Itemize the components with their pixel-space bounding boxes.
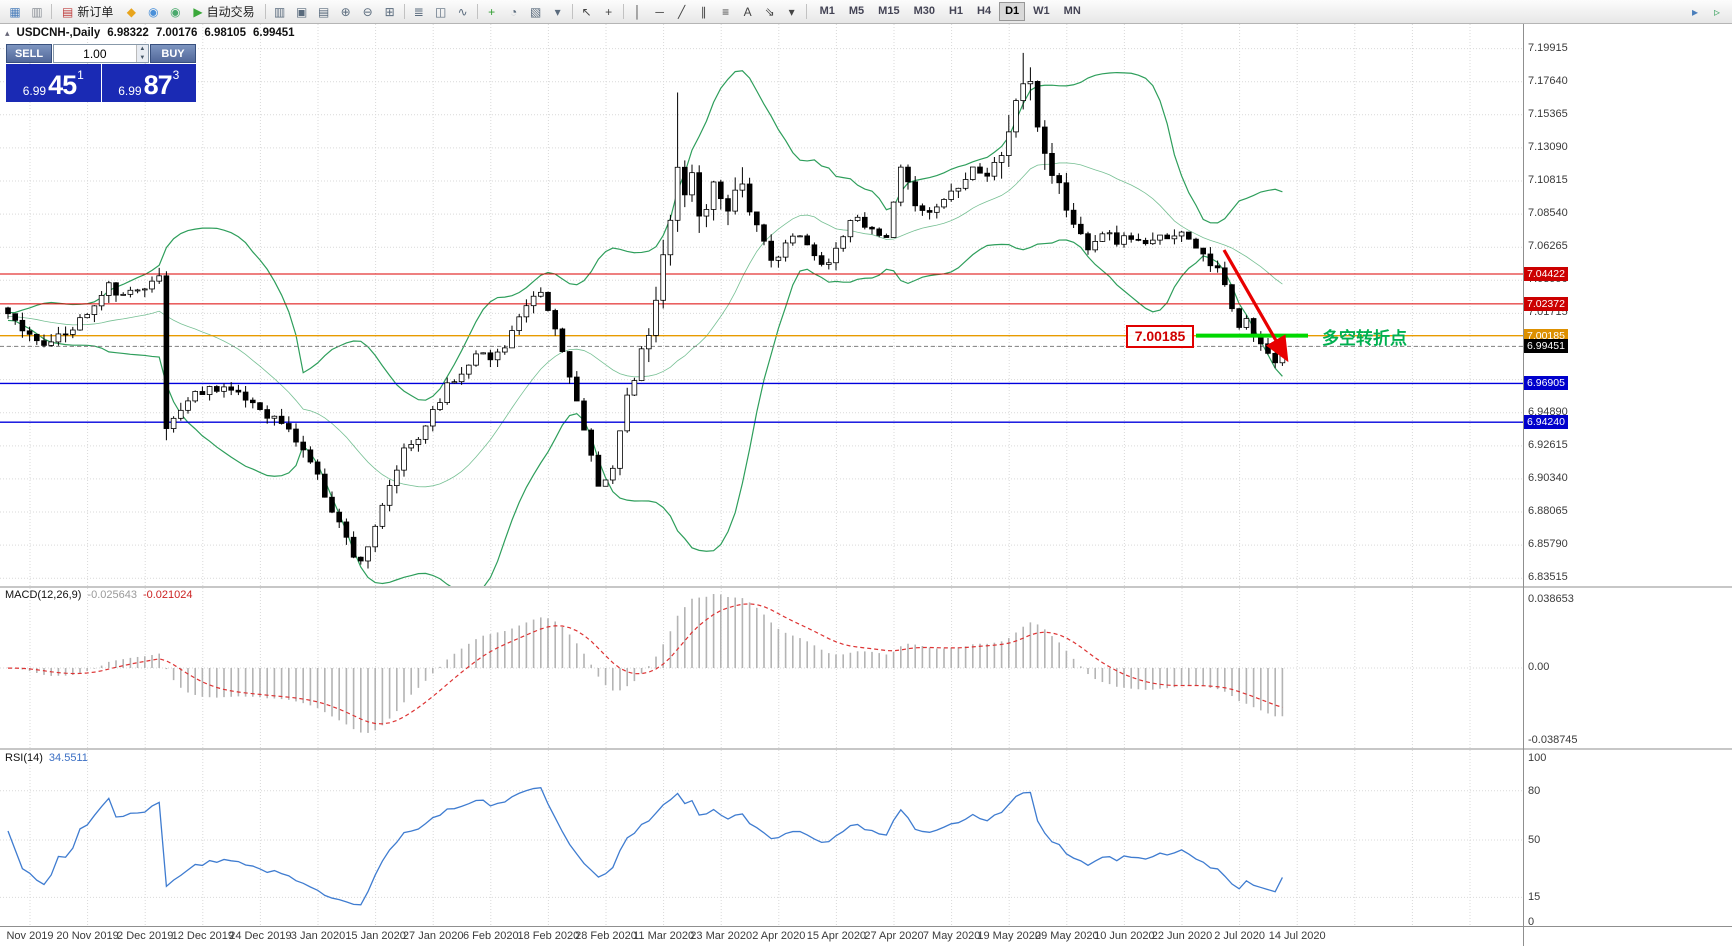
fibonacci-icon[interactable]: ≡ (722, 4, 730, 19)
arrows-icon[interactable]: ⇘ (764, 4, 775, 19)
timeframe-button-mn[interactable]: MN (1063, 5, 1081, 17)
templates-icon[interactable]: ▧ (529, 4, 542, 19)
horizontal-line-icon[interactable]: ─ (655, 4, 664, 19)
zoom-in-icon[interactable]: ⊕ (340, 4, 351, 19)
trade-panel-toggle[interactable]: ▴ (5, 27, 10, 38)
toolbar-separator (571, 4, 573, 19)
indicators-add-icon[interactable]: + (488, 4, 496, 19)
price-annotation-box[interactable]: 7.00185 (1126, 325, 1194, 348)
profiles-icon[interactable]: ▥ (31, 4, 43, 19)
data-window-icon[interactable]: ▣ (295, 4, 308, 19)
rsi-indicator-label: RSI(14) 34.5511 (5, 752, 88, 764)
timeframe-button-w1[interactable]: W1 (1033, 5, 1050, 17)
buy-price-small: 6.99 (118, 84, 142, 98)
toolbar-separator (403, 4, 405, 19)
timeframe-button-m1[interactable]: M1 (819, 5, 835, 17)
ohlc-open: 6.98322 (107, 27, 149, 39)
volume-down-button[interactable]: ▼ (136, 53, 148, 62)
dropdown-chevron-icon[interactable]: ▾ (554, 4, 561, 19)
macd-main-value: -0.025643 (87, 589, 137, 601)
timeframe-button-h4[interactable]: H4 (977, 5, 992, 17)
ohlc-high: 7.00176 (155, 27, 198, 39)
market-watch-icon[interactable]: ▥ (273, 4, 286, 19)
mql5-icon[interactable]: ◆ (126, 4, 136, 19)
timeframe-button-h1[interactable]: H1 (948, 5, 964, 17)
crosshair-icon[interactable]: + (605, 4, 613, 19)
macd-name: MACD(12,26,9) (5, 589, 82, 601)
volume-up-button[interactable]: ▲ (136, 45, 148, 54)
volume-spinner: ▲ ▼ (135, 45, 148, 62)
metaeditor-icon[interactable]: ◉ (148, 4, 159, 19)
volume-field: ▲ ▼ (53, 44, 149, 63)
buy-price-sup: 3 (172, 68, 180, 82)
rsi-name: RSI(14) (5, 752, 43, 764)
toolbar-separator (805, 4, 807, 19)
periods-icon[interactable]: ◔ (509, 4, 518, 19)
trendline-icon[interactable]: ╱ (677, 4, 686, 19)
buy-button[interactable]: BUY (150, 44, 196, 63)
symbol-period-label: USDCNH-,Daily (16, 27, 101, 39)
sell-price-big: 45 (48, 70, 77, 100)
cursor-icon[interactable]: ↖ (581, 4, 592, 19)
sell-price-sup: 1 (77, 68, 84, 82)
chart-shift-icon[interactable]: ▹ (1713, 4, 1721, 19)
vertical-line-icon[interactable]: │ (633, 4, 642, 19)
volume-input[interactable] (54, 45, 136, 62)
autotrading-button[interactable]: ▶ 自动交易 (193, 4, 255, 20)
autotrading-button-icon: ▶ (193, 4, 203, 19)
buy-price-box[interactable]: 6.99 87 3 (101, 64, 196, 102)
toolbar-separator (51, 4, 52, 19)
toolbar-separator (622, 4, 624, 19)
timeframe-button-m15[interactable]: M15 (878, 5, 900, 17)
chart-title: ▴ USDCNH-,Daily 6.98322 7.00176 6.98105 … (5, 27, 295, 39)
candlestick-chart-icon[interactable]: ◫ (434, 4, 447, 19)
chart-scroll-icon[interactable]: ▸ (1691, 4, 1699, 19)
macd-indicator-label: MACD(12,26,9) -0.025643 -0.021024 (5, 589, 193, 601)
new-order-button[interactable]: ▤ 新订单 (62, 4, 114, 20)
zoom-out-icon[interactable]: ⊖ (362, 4, 373, 19)
turning-point-label[interactable]: 多空转折点 (1322, 329, 1407, 348)
dropdown-chevron-icon-2[interactable]: ▾ (788, 4, 795, 19)
timeframe-button-m30[interactable]: M30 (913, 5, 935, 17)
channel-icon[interactable]: ∥ (700, 4, 707, 19)
one-click-trading-panel: SELL ▲ ▼ BUY 6.99 45 1 6.99 87 3 (6, 44, 196, 102)
sell-price-box[interactable]: 6.99 45 1 (6, 64, 101, 102)
toolbar: ▦ ▥ ▤ 新订单 ◆ ◉ ◉ ▶ 自动交易 ▥ ▣ ▤ ⊕ ⊖ ⊞ ≣ ◫ ∿ + ◔ ▧ ▾ ↖ + │ ─ ╱ ∥ ≡ A ⇘ ▾ M1 M… (0, 0, 1732, 24)
timeframe-button-d1[interactable]: D1 (999, 2, 1026, 21)
timeframes-toolbar: M1 M5 M15 M30 H1 H4 D1 W1 MN (813, 2, 1088, 21)
navigator-icon[interactable]: ▤ (317, 4, 330, 19)
sell-price-small: 6.99 (22, 84, 47, 98)
buy-price-big: 87 (143, 70, 173, 100)
tile-windows-icon[interactable]: ⊞ (384, 4, 395, 19)
macd-signal-value: -0.021024 (142, 589, 193, 601)
toolbar-separator (264, 4, 266, 19)
line-chart-icon[interactable]: ∿ (457, 4, 468, 19)
new-order-button-icon: ▤ (62, 4, 74, 19)
bar-chart-icon[interactable]: ≣ (413, 4, 424, 19)
toolbar-separator (476, 4, 478, 19)
new-chart-icon[interactable]: ▦ (9, 4, 21, 19)
toolbar-right-group: ▸ ▹ (1684, 2, 1728, 22)
sell-button[interactable]: SELL (6, 44, 52, 63)
ohlc-close: 6.99451 (252, 27, 295, 39)
text-icon[interactable]: A (743, 4, 752, 19)
ohlc-low: 6.98105 (204, 27, 246, 39)
timeframe-button-m5[interactable]: M5 (848, 5, 865, 17)
rsi-value: 34.5511 (48, 752, 88, 764)
market-icon[interactable]: ◉ (170, 4, 181, 19)
